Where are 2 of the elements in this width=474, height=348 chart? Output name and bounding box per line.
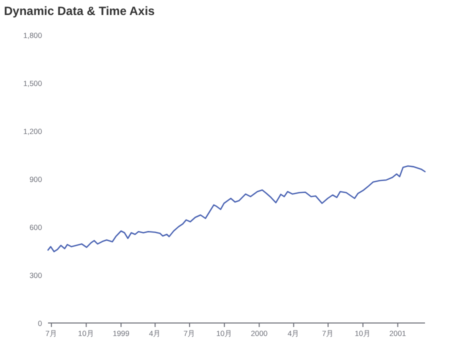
line-series	[47, 165, 426, 252]
chart-title: Dynamic Data & Time Axis	[4, 4, 156, 18]
